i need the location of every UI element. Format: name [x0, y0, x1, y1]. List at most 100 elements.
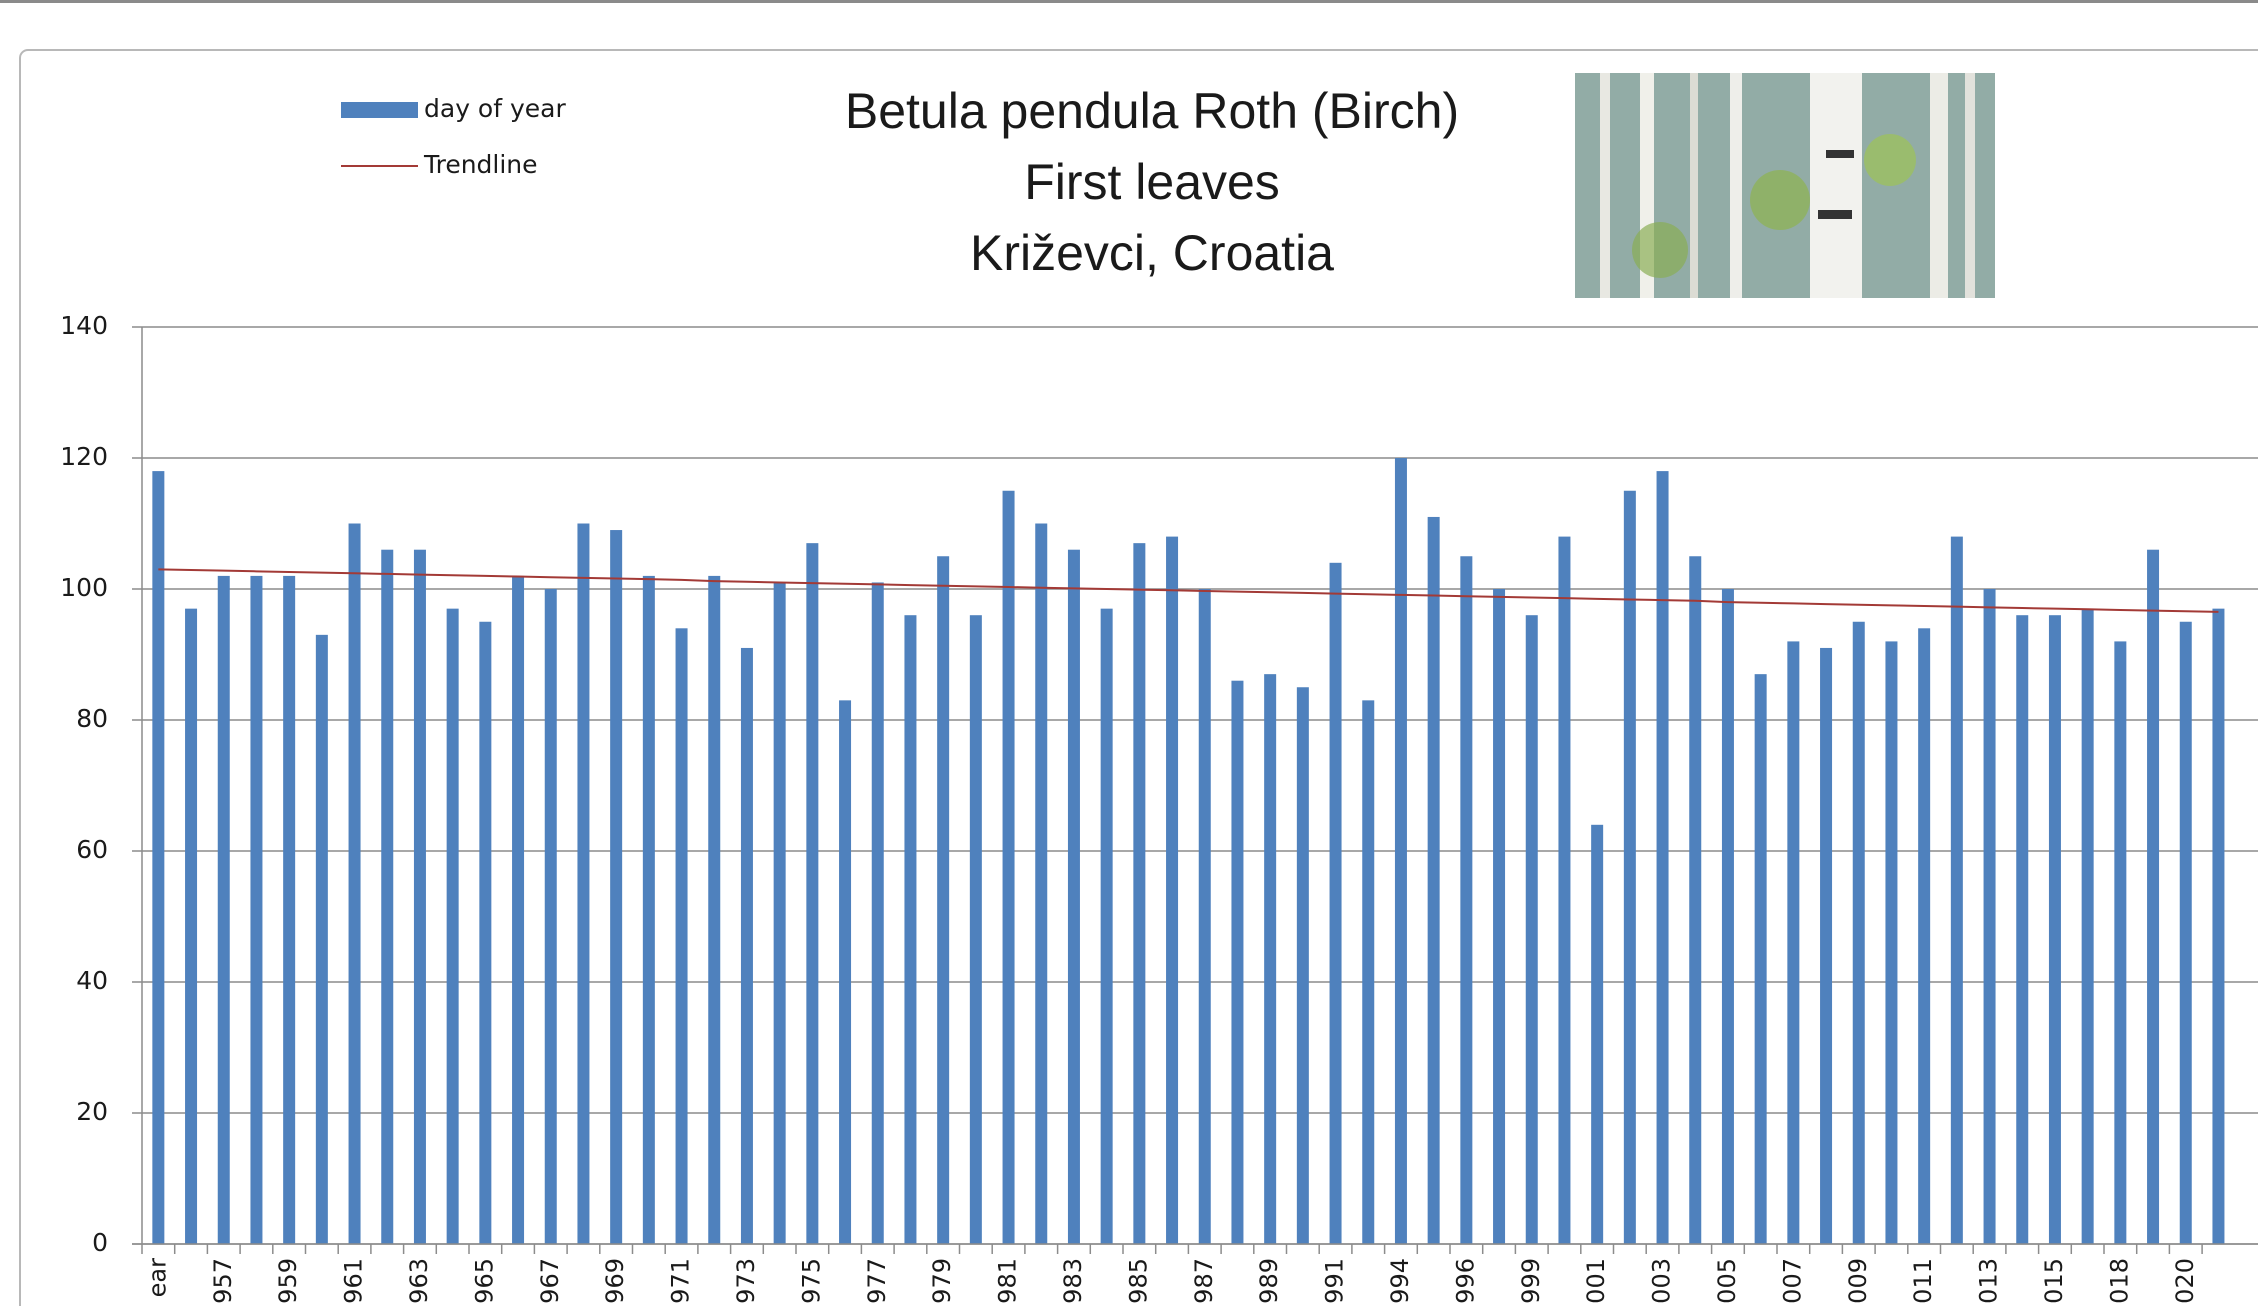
y-tick-label: 140	[60, 311, 108, 340]
bar	[1983, 589, 1996, 1244]
bar	[544, 589, 557, 1244]
bar	[904, 615, 917, 1244]
bar	[1950, 536, 1963, 1244]
bar	[1035, 523, 1048, 1244]
legend-swatch	[341, 102, 418, 118]
bar	[479, 621, 492, 1244]
bar	[1820, 647, 1833, 1244]
x-tick-label: 967	[536, 1258, 564, 1304]
bar	[871, 582, 884, 1244]
y-tick-label: 100	[60, 573, 108, 602]
x-tick-label: 999	[1517, 1258, 1545, 1304]
bar	[2016, 615, 2029, 1244]
bar	[1264, 674, 1277, 1244]
x-tick-label: 977	[863, 1258, 891, 1304]
bar	[937, 556, 950, 1244]
bar	[2114, 641, 2127, 1244]
x-tick-label: 996	[1451, 1258, 1479, 1304]
x-tick-label: 009	[1844, 1258, 1872, 1304]
bar	[250, 575, 263, 1244]
x-tick-label: 961	[340, 1258, 368, 1304]
y-tick-label: 0	[92, 1228, 108, 1257]
bar	[1100, 608, 1113, 1244]
chart-title: First leaves	[1024, 154, 1280, 210]
bar	[839, 700, 852, 1244]
y-tick-label: 120	[60, 442, 108, 471]
x-tick-label: 987	[1190, 1258, 1218, 1304]
x-tick-label: 963	[405, 1258, 433, 1304]
trendline	[158, 568, 2219, 613]
x-tick-label: 011	[1909, 1258, 1937, 1304]
y-tick-label: 20	[76, 1097, 108, 1126]
bar	[1656, 471, 1669, 1245]
bar	[1394, 458, 1407, 1244]
x-tick-label: 018	[2105, 1258, 2133, 1304]
bar	[1525, 615, 1538, 1244]
bar	[1885, 641, 1898, 1244]
legend-label: day of year	[424, 94, 566, 123]
bar	[1852, 621, 1865, 1244]
x-tick-label: 971	[667, 1258, 695, 1304]
x-tick-label: 020	[2171, 1258, 2199, 1304]
bar	[1558, 536, 1571, 1244]
chart-title: Betula pendula Roth (Birch)	[845, 83, 1459, 139]
bar	[152, 471, 165, 1245]
x-tick-label: 991	[1321, 1258, 1349, 1304]
bar	[1918, 628, 1931, 1244]
bar	[806, 543, 819, 1244]
x-tick-label: 994	[1386, 1258, 1414, 1304]
x-tick-label: 001	[1582, 1258, 1610, 1304]
x-tick-label: 979	[928, 1258, 956, 1304]
bar	[1493, 589, 1506, 1244]
bar	[348, 523, 361, 1244]
x-tick-label: 957	[209, 1258, 237, 1304]
birch-photo	[1575, 73, 1995, 298]
bar	[185, 608, 198, 1244]
y-tick-label: 40	[76, 966, 108, 995]
bar	[1166, 536, 1179, 1244]
y-tick-label: 80	[76, 704, 108, 733]
bar	[1754, 674, 1767, 1244]
x-tick-label: 959	[274, 1258, 302, 1304]
bar	[1623, 490, 1636, 1244]
bar	[2048, 615, 2061, 1244]
top-border	[0, 0, 2258, 3]
bar	[217, 575, 230, 1244]
bar	[1231, 680, 1244, 1244]
bar	[2179, 621, 2192, 1244]
bar	[2147, 549, 2160, 1244]
bar	[1721, 589, 1734, 1244]
bar	[969, 615, 982, 1244]
x-tick-label: 973	[732, 1258, 760, 1304]
bar	[1067, 549, 1080, 1244]
bar	[1689, 556, 1702, 1244]
bar	[381, 549, 394, 1244]
x-tick-label: 015	[2040, 1258, 2068, 1304]
bar	[1427, 516, 1440, 1244]
bar	[1296, 687, 1309, 1244]
bar	[1198, 589, 1211, 1244]
bar	[1460, 556, 1473, 1244]
y-tick-label: 60	[76, 835, 108, 864]
bar	[283, 575, 296, 1244]
chart-title: Križevci, Croatia	[970, 225, 1334, 281]
bar	[1002, 490, 1015, 1244]
bar	[1133, 543, 1146, 1244]
bar	[740, 647, 753, 1244]
x-tick-label: 969	[601, 1258, 629, 1304]
bar	[413, 549, 426, 1244]
bar	[1591, 824, 1604, 1244]
bar	[1362, 700, 1375, 1244]
x-tick-label: 005	[1713, 1258, 1741, 1304]
x-tick-label: 983	[1059, 1258, 1087, 1304]
x-tick-label: 003	[1648, 1258, 1676, 1304]
bar	[642, 575, 655, 1244]
x-tick-label: 007	[1778, 1258, 1806, 1304]
x-tick-label: 981	[994, 1258, 1022, 1304]
x-tick-label: 965	[470, 1258, 498, 1304]
x-tick-label: 989	[1255, 1258, 1283, 1304]
x-tick-label: 985	[1124, 1258, 1152, 1304]
bar	[1787, 641, 1800, 1244]
bar	[446, 608, 459, 1244]
bar	[675, 628, 688, 1244]
